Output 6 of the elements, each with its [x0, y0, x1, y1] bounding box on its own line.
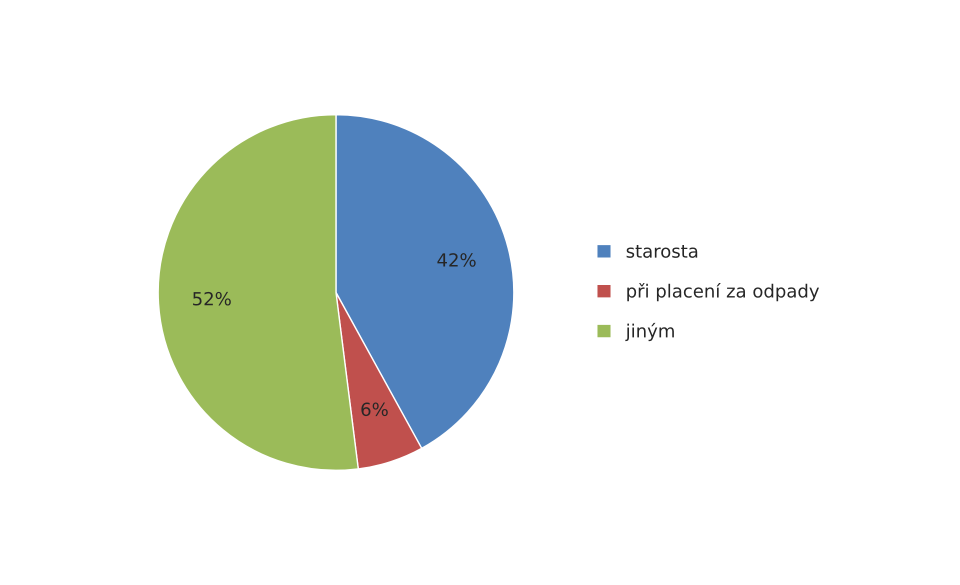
data-label: 6% — [361, 402, 388, 416]
data-label: 42% — [437, 253, 476, 267]
data-label: 52% — [193, 292, 231, 306]
legend-label: jiným — [625, 322, 674, 342]
legend-label: při placení za odpady — [627, 283, 820, 302]
legend-label: starosta — [626, 244, 698, 258]
